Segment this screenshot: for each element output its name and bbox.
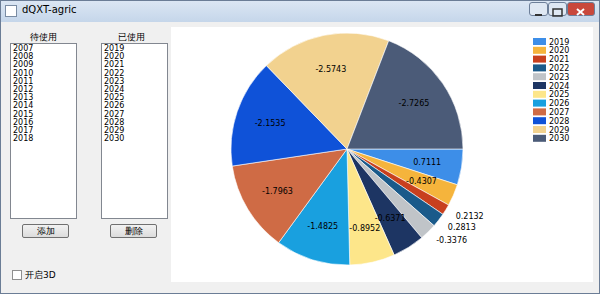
legend-label: 2022 bbox=[549, 64, 569, 73]
legend-label: 2023 bbox=[549, 73, 569, 82]
list-item[interactable]: 2015 bbox=[13, 111, 33, 119]
button-glyph bbox=[568, 6, 594, 18]
legend: 2019202020212022202320242025202620272028… bbox=[533, 38, 569, 144]
legend-label: 2027 bbox=[549, 108, 569, 117]
legend-label: 2030 bbox=[549, 134, 569, 143]
legend-label: 2025 bbox=[549, 90, 569, 99]
glyph bbox=[577, 9, 584, 15]
list-item[interactable]: 2023 bbox=[104, 78, 124, 86]
legend-swatch bbox=[533, 135, 546, 142]
minimize-button[interactable] bbox=[529, 2, 548, 16]
data-label: -2.5743 bbox=[315, 65, 346, 74]
legend-swatch bbox=[533, 38, 546, 45]
list-box[interactable]: 2019202020212022202320242025202620272028… bbox=[101, 43, 168, 219]
button[interactable]: 删除 bbox=[110, 224, 157, 238]
data-label: -2.7265 bbox=[399, 99, 430, 108]
legend-label: 2021 bbox=[549, 55, 569, 64]
list-item[interactable]: 2014 bbox=[13, 102, 33, 110]
legend-label: 2019 bbox=[549, 38, 569, 47]
list-item[interactable]: 2016 bbox=[13, 119, 33, 127]
slices bbox=[231, 33, 463, 265]
glyph bbox=[535, 14, 542, 16]
list-item[interactable]: 2008 bbox=[13, 53, 33, 61]
list-item[interactable]: 2028 bbox=[104, 119, 124, 127]
legend-swatch bbox=[533, 64, 546, 71]
close-button[interactable] bbox=[567, 2, 595, 16]
glyph bbox=[577, 9, 584, 15]
legend-swatch bbox=[533, 56, 546, 63]
legend-swatch bbox=[533, 47, 546, 54]
list-item[interactable]: 2010 bbox=[13, 70, 33, 78]
button[interactable]: 添加 bbox=[22, 224, 69, 238]
list-item[interactable]: 2009 bbox=[13, 61, 33, 69]
list-item[interactable]: 2019 bbox=[104, 45, 124, 53]
legend-label: 2024 bbox=[549, 82, 569, 91]
legend-label: 2026 bbox=[549, 99, 569, 108]
legend-swatch bbox=[533, 108, 546, 115]
legend-swatch bbox=[533, 91, 546, 98]
legend-swatch bbox=[533, 82, 546, 89]
data-label: -0.8952 bbox=[349, 224, 380, 233]
list-item[interactable]: 2027 bbox=[104, 111, 124, 119]
list-item[interactable]: 2020 bbox=[104, 53, 124, 61]
legend-label: 2029 bbox=[549, 126, 569, 135]
chart-panel: 0.7111-0.43070.21320.2813-0.3376-0.6371-… bbox=[171, 27, 593, 282]
data-label: -1.7963 bbox=[262, 187, 293, 196]
legend-label: 2028 bbox=[549, 117, 569, 126]
list-item[interactable]: 2017 bbox=[13, 127, 33, 135]
legend-swatch bbox=[533, 117, 546, 124]
data-label: -0.4307 bbox=[406, 177, 437, 186]
app-icon bbox=[5, 5, 17, 17]
glyph bbox=[553, 9, 562, 16]
pie-slice bbox=[347, 149, 394, 265]
data-label: -0.6371 bbox=[375, 214, 406, 223]
list-item[interactable]: 2024 bbox=[104, 86, 124, 94]
list-item[interactable]: 2012 bbox=[13, 86, 33, 94]
maximize-button[interactable] bbox=[548, 2, 567, 16]
list-item[interactable]: 2025 bbox=[104, 94, 124, 102]
list-item[interactable]: 2026 bbox=[104, 102, 124, 110]
legend-swatch bbox=[533, 126, 546, 133]
legend-swatch bbox=[533, 73, 546, 80]
data-labels: 0.7111-0.43070.21320.2813-0.3376-0.6371-… bbox=[255, 65, 484, 245]
pie-slice bbox=[347, 41, 463, 149]
list-item[interactable]: 2018 bbox=[13, 135, 33, 143]
data-label: 0.2132 bbox=[456, 212, 484, 221]
data-label: 0.2813 bbox=[448, 223, 476, 232]
legend-label: 2020 bbox=[549, 46, 569, 55]
list-item[interactable]: 2007 bbox=[13, 45, 33, 53]
data-label: -2.1535 bbox=[255, 119, 286, 128]
list-item[interactable]: 2030 bbox=[104, 135, 124, 143]
chart-svg: 0.7111-0.43070.21320.2813-0.3376-0.6371-… bbox=[171, 27, 593, 282]
checkbox[interactable] bbox=[12, 270, 22, 280]
list-item[interactable]: 2029 bbox=[104, 127, 124, 135]
data-label: 0.7111 bbox=[413, 158, 441, 167]
checkbox-label: 开启3D bbox=[25, 269, 56, 282]
title-bar bbox=[1, 1, 599, 22]
list-item[interactable]: 2022 bbox=[104, 70, 124, 78]
list-item[interactable]: 2013 bbox=[13, 94, 33, 102]
list-item[interactable]: 2011 bbox=[13, 78, 33, 86]
data-label: -0.3376 bbox=[436, 236, 467, 245]
list-box[interactable]: 2007200820092010201120122013201420152016… bbox=[10, 43, 77, 219]
window-title: dQXT-agric bbox=[22, 4, 77, 15]
data-label: -1.4825 bbox=[307, 222, 338, 231]
legend-swatch bbox=[533, 100, 546, 107]
list-item[interactable]: 2021 bbox=[104, 61, 124, 69]
